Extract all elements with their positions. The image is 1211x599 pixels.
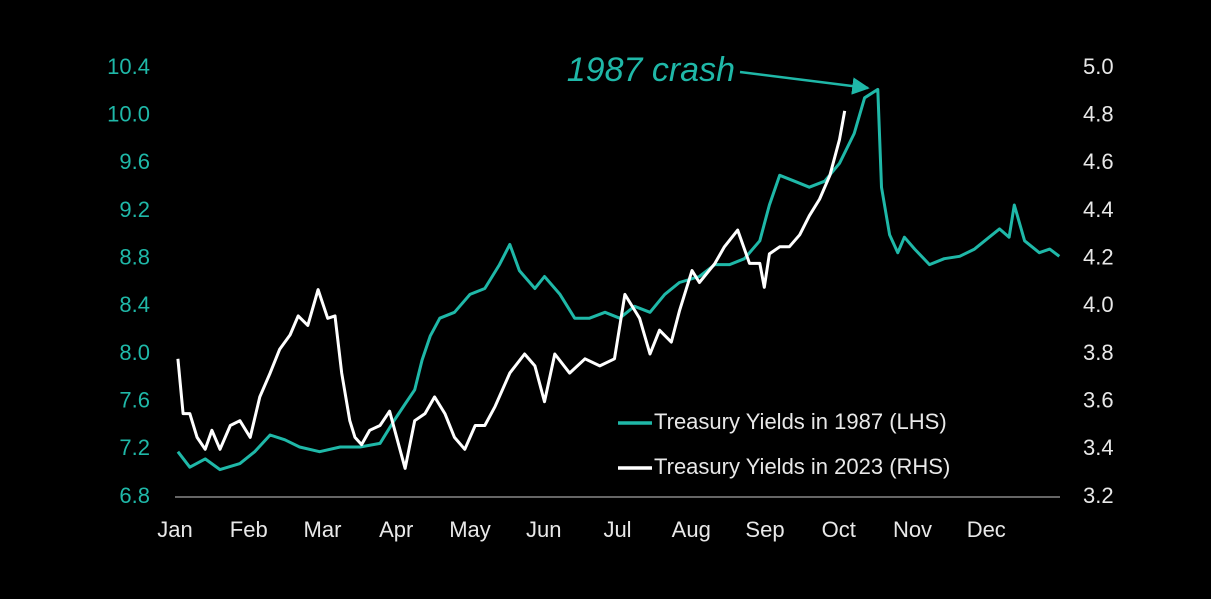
x-tick-label: Oct bbox=[822, 517, 856, 542]
y2-tick-label: 4.6 bbox=[1083, 149, 1114, 174]
x-tick-label: Jul bbox=[603, 517, 631, 542]
x-tick-label: Jun bbox=[526, 517, 561, 542]
y-tick-label: 8.0 bbox=[119, 340, 150, 365]
x-tick-label: Mar bbox=[304, 517, 342, 542]
y-tick-label: 9.2 bbox=[119, 197, 150, 222]
y2-tick-label: 3.6 bbox=[1083, 387, 1114, 412]
y-tick-label: 10.4 bbox=[107, 54, 150, 79]
annotation: 1987 crash bbox=[567, 51, 735, 89]
y2-tick-label: 3.4 bbox=[1083, 435, 1114, 460]
y2-tick-label: 5.0 bbox=[1083, 54, 1114, 79]
x-tick-label: Sep bbox=[745, 517, 784, 542]
x-tick-label: Nov bbox=[893, 517, 932, 542]
y-tick-label: 7.2 bbox=[119, 435, 150, 460]
line bbox=[176, 110, 847, 470]
x-tick-label: Dec bbox=[967, 517, 1006, 542]
y2-tick-label: 3.2 bbox=[1083, 483, 1114, 508]
y-tick-label: 9.6 bbox=[119, 149, 150, 174]
y2-tick-label: 3.8 bbox=[1083, 340, 1114, 365]
x-tick-label: Apr bbox=[379, 517, 413, 542]
y2-tick-label: 4.4 bbox=[1083, 197, 1114, 222]
y2-tick-label: 4.0 bbox=[1083, 292, 1114, 317]
line bbox=[176, 87, 1061, 472]
legend-label: Treasury Yields in 1987 (LHS) bbox=[654, 409, 947, 434]
x-tick-label: Feb bbox=[230, 517, 268, 542]
y2-tick-label: 4.2 bbox=[1083, 244, 1114, 269]
x-tick-label: Aug bbox=[672, 517, 711, 542]
y-tick-label: 10.0 bbox=[107, 101, 150, 126]
y2-tick-label: 4.8 bbox=[1083, 101, 1114, 126]
y-tick-label: 6.8 bbox=[119, 483, 150, 508]
x-tick-label: Jan bbox=[157, 517, 192, 542]
x-tick-label: May bbox=[449, 517, 491, 542]
y-tick-label: 8.8 bbox=[119, 244, 150, 269]
y-tick-label: 7.6 bbox=[119, 387, 150, 412]
y-tick-label: 8.4 bbox=[119, 292, 150, 317]
legend-label: Treasury Yields in 2023 (RHS) bbox=[654, 454, 950, 479]
annotation-arrow bbox=[739, 70, 870, 95]
